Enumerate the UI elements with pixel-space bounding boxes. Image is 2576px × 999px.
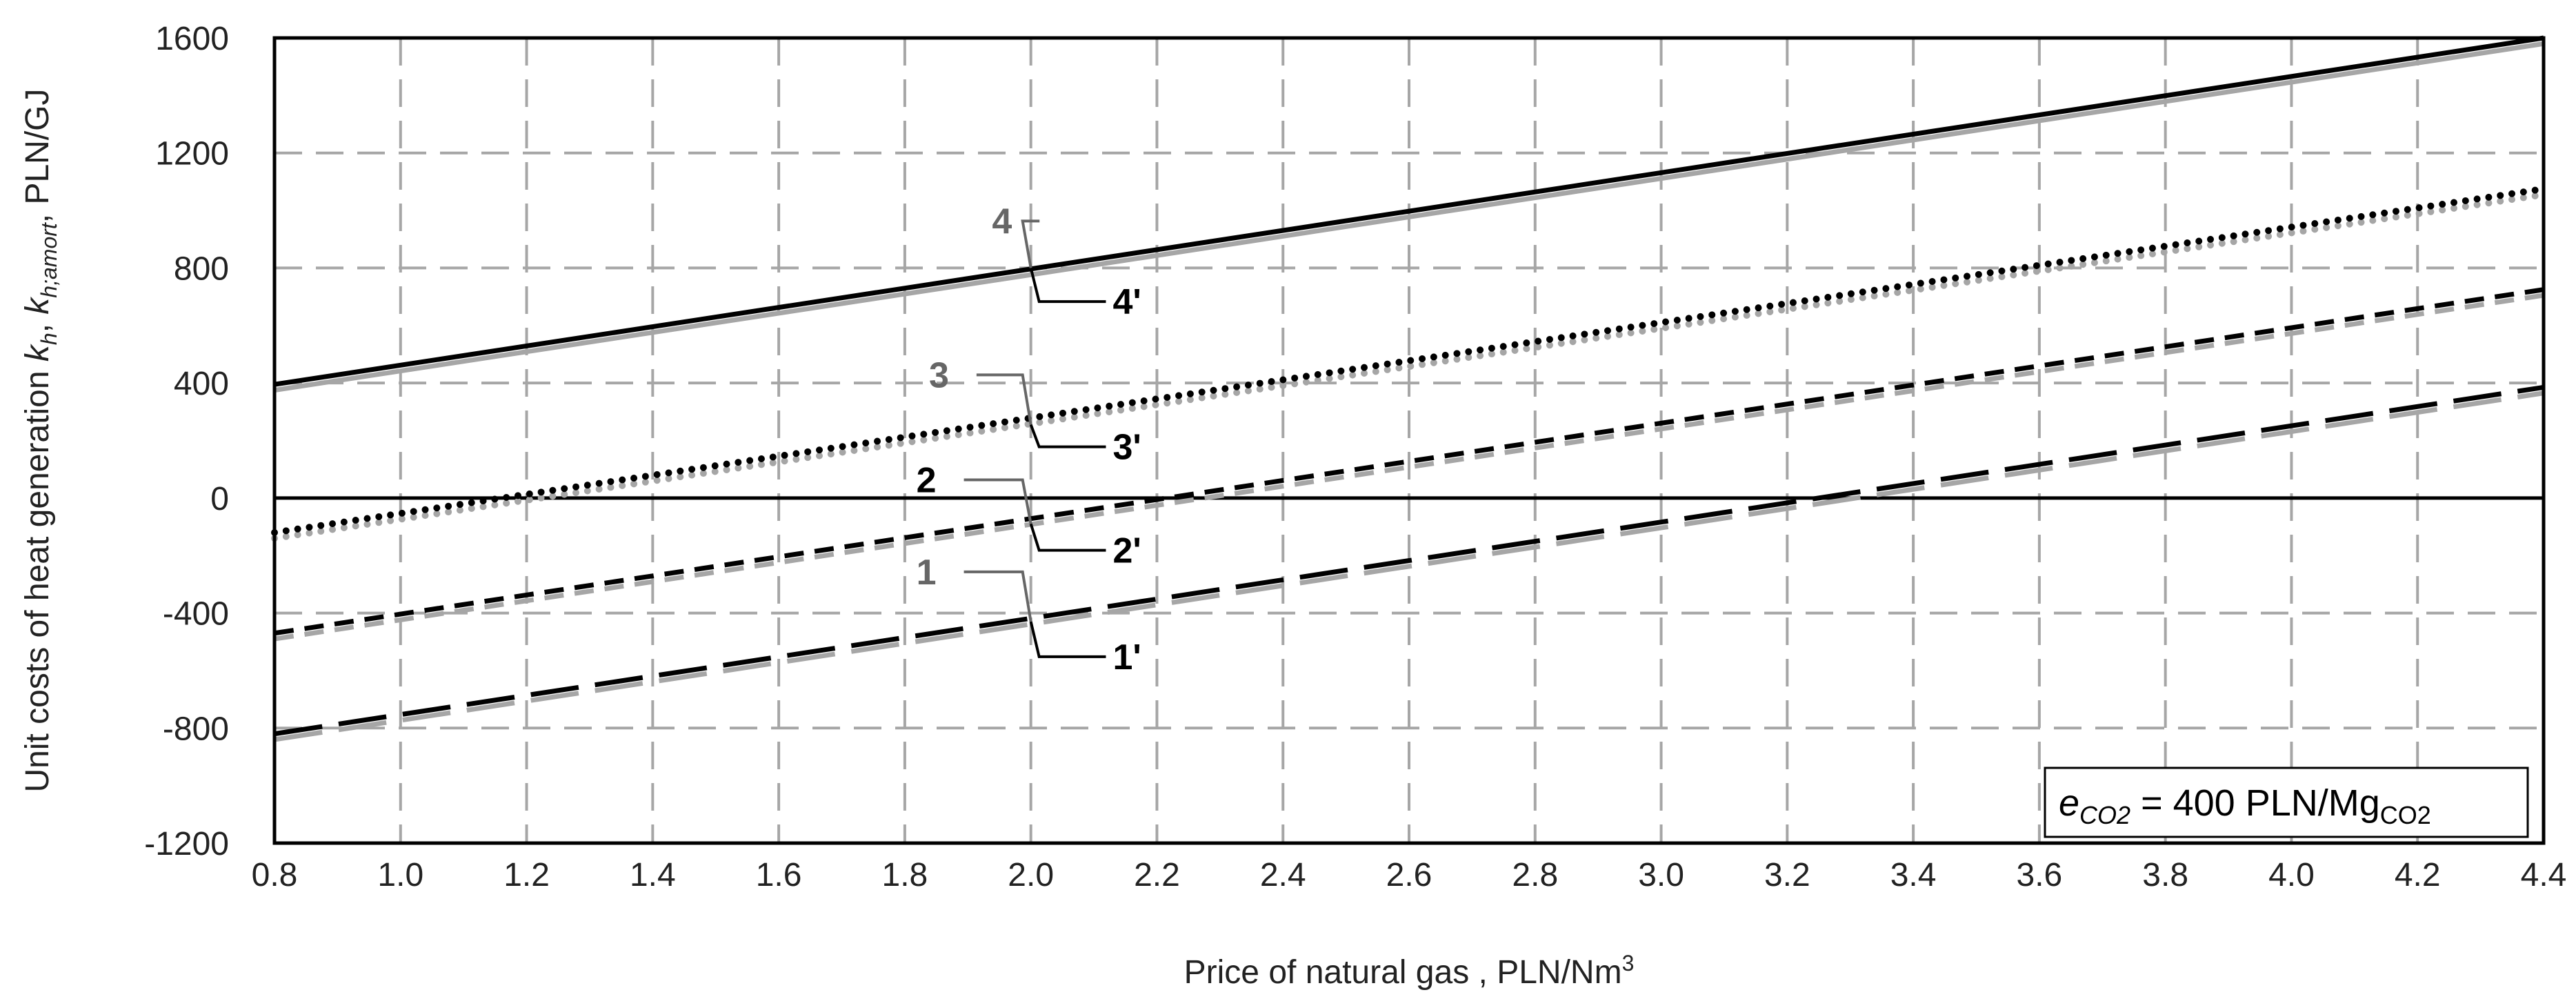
x-tick-label: 2.6	[1386, 857, 1432, 893]
y-axis-title-kh-sub: h	[37, 333, 61, 345]
tick-labels: 0.8 1.0 1.2 1.4 1.6 1.8 2.0 2.2 2.4 2.6 2.8 3.0 3.2 3…	[144, 21, 2566, 893]
x-axis-title-sup: 3	[1622, 951, 1635, 976]
label-leader	[976, 373, 1032, 425]
y-tick-label: -800	[163, 711, 229, 747]
series-line-2	[274, 287, 2544, 636]
curve-label-2: 2	[917, 461, 937, 501]
x-tick-label: 2.2	[1134, 857, 1180, 893]
curve-label-3: 3	[929, 355, 949, 395]
series-line-1	[274, 384, 2544, 737]
curve-label-4-prime: 4'	[1112, 282, 1141, 322]
x-tick-label: 1.8	[882, 857, 928, 893]
emission-price-frame	[2044, 766, 2529, 838]
y-tick-label: 400	[174, 366, 229, 402]
y-axis-title: Unit costs of heat generation kh, kh;amo…	[19, 88, 61, 792]
y-tick-label: -400	[163, 596, 229, 633]
y-tick-label: -1200	[144, 826, 229, 862]
series-line-4-prime	[274, 41, 2544, 393]
x-tick-label: 4.0	[2268, 857, 2315, 893]
x-axis-title: Price of natural gas , PLN/Nm3	[1184, 951, 1635, 991]
x-tick-label: 1.6	[756, 857, 802, 893]
y-axis-title-unit: , PLN/GJ	[19, 88, 56, 223]
curve-labels: 4 4' 3 3' 2 2' 1 1'	[917, 201, 1141, 677]
emission-symbol-sub: CO2	[2079, 801, 2130, 829]
x-tick-label: 4.4	[2521, 857, 2567, 893]
plot-frame	[272, 36, 2546, 845]
x-tick-label: 1.4	[630, 857, 676, 893]
curve-label-1-prime: 1'	[1112, 637, 1141, 677]
curve-label-3-prime: 3'	[1112, 428, 1141, 468]
x-tick-label: 2.4	[1260, 857, 1306, 893]
label-leader	[1021, 219, 1040, 268]
curve-label-1: 1	[917, 553, 937, 593]
series-line-3-prime	[271, 191, 2547, 542]
series-lines	[271, 35, 2547, 742]
x-tick-label: 4.2	[2395, 857, 2441, 893]
y-tick-label: 800	[174, 250, 229, 287]
x-axis-title-main: Price of natural gas , PLN/Nm	[1184, 954, 1622, 991]
y-tick-label: 0	[210, 481, 229, 517]
emission-value: = 400 PLN/Mg	[2130, 782, 2380, 824]
y-tick-label: 1600	[155, 21, 229, 57]
x-tick-label: 3.8	[2142, 857, 2188, 893]
series-line-4	[274, 35, 2544, 387]
x-tick-label: 2.0	[1008, 857, 1054, 893]
series-line-2-prime	[274, 293, 2544, 642]
x-tick-label: 3.0	[1638, 857, 1684, 893]
label-leader	[1029, 424, 1106, 448]
emission-unit-sub: CO2	[2380, 801, 2431, 829]
label-leader	[1029, 523, 1106, 552]
x-tick-label: 0.8	[252, 857, 298, 893]
label-leader	[963, 478, 1032, 524]
label-leader	[963, 570, 1032, 622]
x-tick-label: 1.0	[377, 857, 423, 893]
label-leader	[1029, 621, 1106, 658]
y-axis-title-kh: k	[19, 343, 56, 362]
y-axis-title-part-1: Unit costs of heat generation	[19, 362, 56, 792]
y-axis-title-kamort: k	[19, 296, 56, 315]
x-tick-label: 3.6	[2017, 857, 2063, 893]
x-tick-label: 3.4	[1890, 857, 1937, 893]
emission-symbol: e	[2059, 782, 2079, 824]
x-tick-label: 3.2	[1764, 857, 1810, 893]
x-tick-label: 1.2	[503, 857, 550, 893]
label-leader	[1029, 267, 1106, 304]
series-line-1-prime	[274, 390, 2544, 742]
y-axis-title-sep: ,	[19, 315, 56, 333]
x-tick-label: 2.8	[1512, 857, 1558, 893]
y-axis-title-kamort-sub: h;amort	[37, 222, 61, 298]
y-tick-label: 1200	[155, 136, 229, 172]
curve-label-4: 4	[992, 201, 1012, 241]
emission-price-label: eCO2 = 400 PLN/MgCO2	[2059, 782, 2431, 829]
series-line-3	[271, 185, 2547, 536]
curve-label-2-prime: 2'	[1112, 531, 1141, 571]
emission-price-box: eCO2 = 400 PLN/MgCO2	[2044, 766, 2529, 838]
